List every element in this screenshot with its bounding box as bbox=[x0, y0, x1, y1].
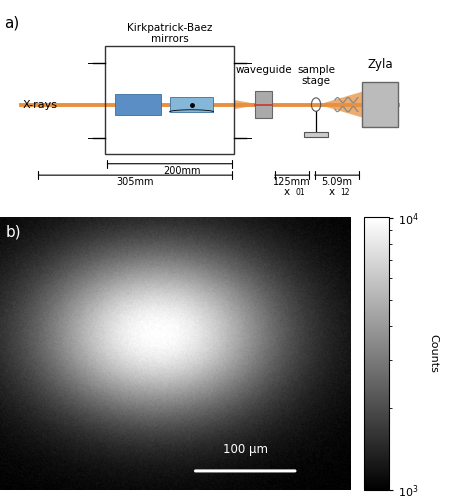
Y-axis label: Counts: Counts bbox=[428, 334, 438, 373]
Bar bbox=[170, 97, 213, 112]
Text: a): a) bbox=[4, 16, 20, 30]
Text: 100 μm: 100 μm bbox=[223, 443, 268, 456]
Text: x: x bbox=[329, 186, 335, 196]
Bar bbox=[304, 132, 328, 137]
Text: b): b) bbox=[5, 224, 21, 240]
Bar bbox=[255, 91, 272, 118]
Text: stage: stage bbox=[302, 76, 330, 86]
Text: 5.09m: 5.09m bbox=[322, 177, 353, 187]
Text: mirrors: mirrors bbox=[151, 34, 188, 44]
Text: 200mm: 200mm bbox=[163, 166, 201, 176]
Text: Kirkpatrick-Baez: Kirkpatrick-Baez bbox=[127, 23, 212, 33]
Text: 12: 12 bbox=[340, 188, 350, 196]
Text: sample: sample bbox=[297, 64, 335, 74]
Text: 125mm: 125mm bbox=[273, 177, 311, 187]
Bar bbox=[105, 46, 234, 154]
Polygon shape bbox=[234, 100, 255, 109]
Bar bbox=[115, 94, 161, 115]
Text: x: x bbox=[284, 186, 290, 196]
Polygon shape bbox=[321, 92, 362, 118]
Bar bbox=[362, 82, 398, 128]
Text: 01: 01 bbox=[295, 188, 305, 196]
Text: Zyla: Zyla bbox=[367, 58, 393, 71]
Text: 305mm: 305mm bbox=[116, 177, 154, 187]
Text: X-rays: X-rays bbox=[23, 100, 58, 110]
Text: waveguide: waveguide bbox=[235, 64, 292, 74]
